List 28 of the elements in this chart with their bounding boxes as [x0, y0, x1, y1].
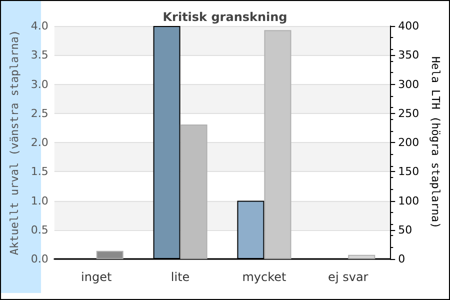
- y2-tick-label: 100: [398, 194, 420, 208]
- y-axis-title: Aktuellt urval (vänstra staplarna): [8, 30, 21, 256]
- y-tick-label: 0.5: [30, 223, 48, 236]
- y-tick-label: 0.0: [30, 252, 48, 266]
- chart-title: Kritisk granskning: [162, 10, 288, 24]
- y2-tick-label: 250: [398, 106, 420, 120]
- y-tick-label: 2.0: [30, 136, 48, 149]
- y-tick-label: 3.0: [30, 78, 48, 91]
- bar: [96, 250, 124, 259]
- y-tick-label: 2.5: [30, 106, 48, 120]
- y2-tick-label: 200: [398, 136, 420, 149]
- x-tick-label: lite: [170, 270, 190, 284]
- y-tick-label: 3.5: [30, 48, 48, 62]
- x-tick-label: mycket: [242, 270, 287, 284]
- y-tick-label: 1.5: [30, 165, 48, 178]
- y2-tick-label: 50: [398, 223, 412, 236]
- bar: [264, 30, 292, 259]
- y2-axis-title: Hela LTH (högra staplarna): [429, 56, 442, 229]
- x-tick-label: ej svar: [328, 270, 368, 284]
- y2-tick-label: 300: [398, 78, 420, 91]
- y-tick-label: 4.0: [30, 20, 48, 32]
- bar: [348, 254, 376, 259]
- y-tick-label: 1.0: [30, 194, 48, 208]
- y2-tick-label: 400: [398, 20, 420, 32]
- x-tick-label: inget: [81, 270, 112, 284]
- y2-tick-label: 150: [398, 165, 420, 178]
- y2-tick-label: 350: [398, 48, 420, 62]
- y2-tick-label: 0: [398, 252, 406, 266]
